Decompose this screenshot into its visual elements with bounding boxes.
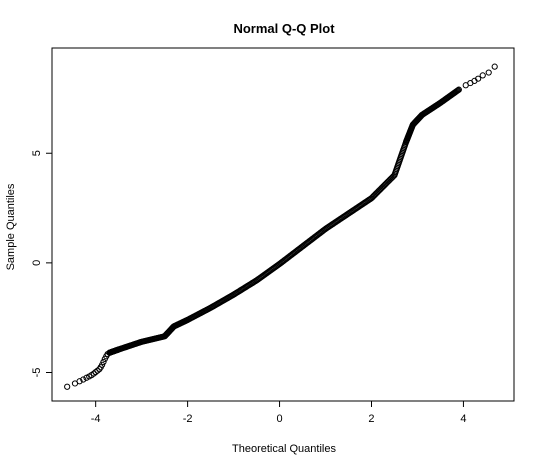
- x-tick-label: -4: [91, 413, 101, 425]
- data-point: [479, 72, 486, 79]
- y-tick-label: 5: [31, 150, 43, 156]
- data-point: [76, 378, 83, 385]
- data-point: [475, 75, 482, 82]
- x-tick-label: 0: [276, 413, 282, 425]
- data-points: [64, 63, 498, 390]
- y-tick-label: -5: [31, 368, 43, 378]
- x-tick-label: 4: [460, 413, 466, 425]
- y-axis-label: Sample Quantiles: [5, 183, 17, 270]
- x-tick-label: -2: [183, 413, 193, 425]
- data-point: [454, 87, 462, 94]
- chart-title: Normal Q-Q Plot: [233, 21, 335, 36]
- data-point: [94, 367, 101, 374]
- x-tick-label: 2: [368, 413, 374, 425]
- y-tick-label: 0: [31, 260, 43, 266]
- data-point: [100, 358, 107, 366]
- data-point: [485, 69, 492, 76]
- data-point: [64, 383, 71, 390]
- data-point: [491, 63, 498, 70]
- x-axis-label: Theoretical Quantiles: [232, 443, 336, 455]
- y-axis: -5 0 5: [31, 150, 53, 378]
- x-axis: -4 -2 0 2 4: [91, 400, 466, 425]
- data-point: [99, 361, 106, 368]
- data-point: [80, 376, 87, 383]
